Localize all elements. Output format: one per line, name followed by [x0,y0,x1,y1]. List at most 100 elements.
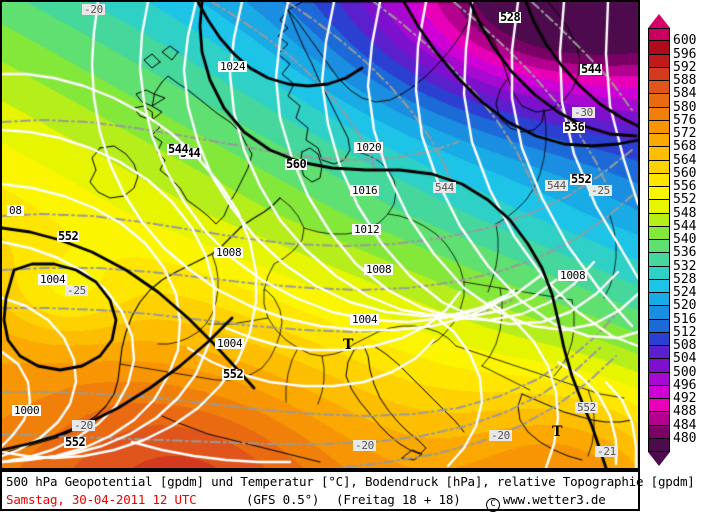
pressure-contour-label: 1008 [558,269,588,282]
legend-band [648,94,670,108]
copyright-url: www.wetter3.de [503,492,606,507]
legend-band [648,81,670,95]
geopotential-contour-label: 560 [285,157,308,171]
geopotential-contour-label: 552 [222,367,245,381]
legend-tick-label: 488 [673,404,697,420]
legend-tick-label: 524 [673,285,697,300]
legend-tick-label: 496 [673,377,697,393]
low-pressure-marker: T [343,337,354,353]
temperature-contour-label: 552 [575,401,598,414]
legend-tick-label: 588 [673,73,697,88]
legend-band [648,279,670,293]
legend-band [648,67,670,81]
legend-tick-label: 484 [673,417,697,433]
legend-band [648,41,670,55]
legend-band [648,332,670,346]
legend-tick-label: 492 [673,391,697,406]
footer-box: 500 hPa Geopotential [gpdm] und Temperat… [0,470,695,512]
pressure-contour-label: 1012 [352,223,382,236]
temperature-contour-label: -20 [82,3,105,16]
legend-tick-label: 576 [673,112,697,128]
temperature-contour-label: -20 [489,429,512,442]
legend-arrow-down-icon [648,452,670,466]
legend-band [648,306,670,320]
pressure-contour-label: 1004 [38,273,68,286]
legend-band [648,293,670,307]
legend-tick-label: 520 [673,298,697,314]
legend-tick-label: 568 [673,139,697,155]
legend-tick-label: 508 [673,338,697,353]
legend-tick-label: 512 [673,324,697,340]
temperature-contour-label: 544 [433,181,456,194]
legend-tick-label: 552 [673,192,697,208]
legend-band [648,213,670,227]
temperature-contour-label: -20 [72,419,95,432]
legend-tick-label: 532 [673,258,697,274]
model-run: (Freitag 18 + 18) [336,492,461,507]
legend-tick-label: 540 [673,232,697,247]
forecast-date: Samstag, 30-04-2011 12 UTC [6,492,197,507]
legend-band [648,200,670,214]
copyright-icon: C [486,498,500,512]
legend-tick-label: 528 [673,271,697,287]
legend-band [648,107,670,121]
legend-tick-label: 580 [673,99,697,115]
legend-band [648,147,670,161]
legend-tick-label: 556 [673,179,697,194]
legend-tick-label: 536 [673,245,697,261]
low-pressure-marker: T [552,424,563,440]
legend-tick-label: 516 [673,311,697,327]
legend-band [648,160,670,174]
legend-band [648,359,670,373]
geopotential-contour-label: 552 [570,172,593,186]
legend-tick-label: 592 [673,59,697,75]
legend-band [648,253,670,267]
legend-band [648,120,670,134]
legend-arrow-up-icon [648,14,670,28]
legend-tick-label: 564 [673,152,697,168]
pressure-contour-label: 1000 [12,404,42,417]
legend-tick-label: 548 [673,205,697,221]
legend-band [648,28,670,42]
legend-band [648,240,670,254]
color-scale-legend: 600 596 592 588 584 580 576 572 568 564 560 556 552 5… [648,14,702,466]
legend-tick-label: 544 [673,218,697,234]
geopotential-temperature-map[interactable] [2,2,638,468]
weather-map-panel[interactable]: 560 552 552 552 552 544 544 528 536 544 1024 1020 10… [0,0,640,470]
geopotential-contour-label: 544 [167,142,190,156]
geopotential-contour-label: 552 [57,229,80,243]
legend-band [648,346,670,360]
legend-band [648,134,670,148]
pressure-contour-label: 1008 [364,263,394,276]
legend-tick-label: 600 [673,33,697,49]
temperature-contour-label: 544 [545,179,568,192]
legend-band [648,54,670,68]
geopotential-contour-label: 544 [580,62,603,76]
legend-band [648,438,670,452]
legend-band [648,425,670,439]
legend-band [648,385,670,399]
legend-tick-label: 504 [673,351,697,367]
legend-tick-label: 596 [673,46,697,62]
pressure-contour-label: 1024 [218,60,248,73]
legend-color-bands [648,28,670,452]
geopotential-contour-label: 528 [499,10,522,24]
geopotential-contour-label: 552 [64,435,87,449]
legend-tick-label: 480 [673,430,697,446]
legend-band [648,372,670,386]
legend-tick-label: 584 [673,86,697,102]
legend-band [648,187,670,201]
legend-tick-label: 500 [673,364,697,380]
pressure-contour-label: 1004 [350,313,380,326]
legend-band [648,412,670,426]
legend-band [648,319,670,333]
legend-band [648,266,670,280]
temperature-contour-label: -25 [589,184,612,197]
temperature-contour-label: -25 [65,284,88,297]
legend-band [648,226,670,240]
temperature-contour-label: -30 [572,106,595,119]
legend-band [648,173,670,187]
pressure-contour-label: 08 [7,204,24,217]
